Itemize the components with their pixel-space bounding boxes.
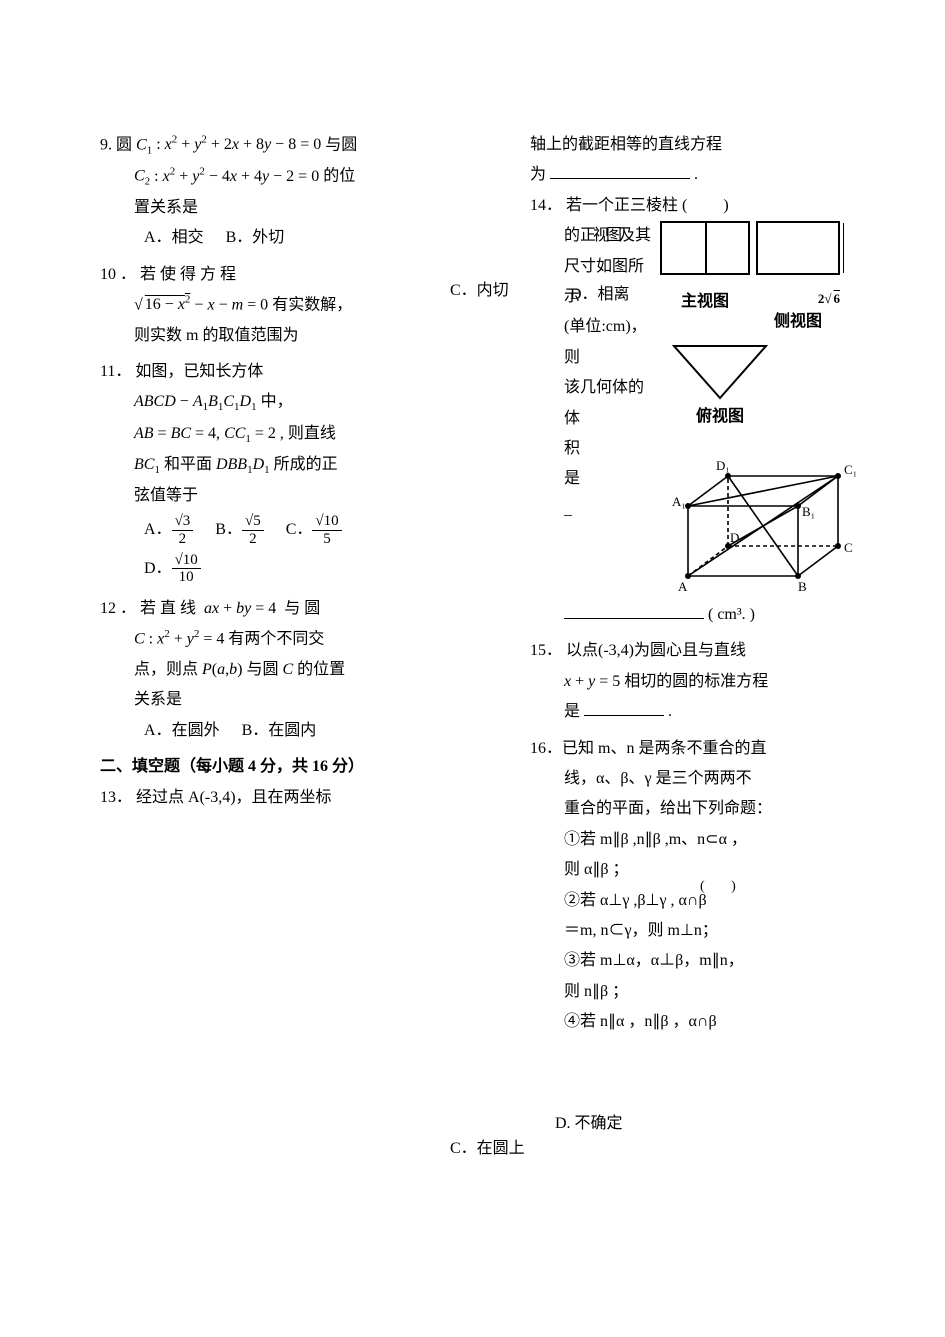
- q9-l1-post: 与圆: [325, 136, 357, 153]
- lbl-B1: B₁: [802, 504, 815, 519]
- lbl-C1: C₁: [844, 462, 857, 477]
- q11-opt-b: B．√52: [215, 511, 263, 549]
- q9-opt-a: A．相交: [144, 223, 204, 253]
- q11-line3: AB = BC = 4, CC1 = 2 , 则直线: [100, 419, 430, 450]
- lbl-B: B: [798, 579, 807, 594]
- q11-opt-a: A．√32: [144, 511, 193, 549]
- q13-num: 13．: [100, 789, 132, 806]
- q13-blank: [550, 164, 690, 179]
- q9-num: 9.: [100, 136, 112, 153]
- q12-line4: 关系是: [100, 685, 430, 715]
- q10-l2-post: 有实数解，: [272, 296, 352, 313]
- q13-cont-l1: 轴上的截距相等的直线方程: [530, 130, 870, 160]
- q9-opt-c: C．内切: [450, 276, 530, 306]
- q9-opt-b: B．外切: [226, 223, 285, 253]
- q15-l2: x + y = 5 相切的圆的标准方程: [530, 667, 870, 697]
- question-9: 9. 圆 C1 : x2 + y2 + 2x + 8y − 8 = 0 与圆 C…: [100, 130, 430, 254]
- q15-l3: 是 .: [530, 697, 870, 727]
- left-column: 9. 圆 C1 : x2 + y2 + 2x + 8y − 8 = 0 与圆 C…: [100, 130, 430, 1165]
- q14-blank-line: ( cm³. ): [530, 600, 870, 630]
- q12-line2: C : x2 + y2 = 4 有两个不同交: [100, 624, 430, 655]
- q9-options: A．相交 B．外切: [100, 223, 430, 253]
- q10-num: 10: [100, 266, 116, 283]
- lbl-D: D: [730, 530, 739, 545]
- q12-opt-b: B．在圆内: [242, 716, 317, 746]
- lbl-A1: A₁: [672, 494, 686, 509]
- lbl-D1: D₁: [716, 458, 730, 473]
- q11-line1: 11． 如图，已知长方体: [100, 357, 430, 387]
- q12-opt-a: A．在圆外: [144, 716, 220, 746]
- q10-line1: 10 ． 若 使 得 方 程: [100, 260, 430, 290]
- question-10: 10 ． 若 使 得 方 程 √16 − x2 − x − m = 0 有实数解…: [100, 260, 430, 352]
- q16-paren: ( ): [700, 874, 740, 901]
- q11-l1: 如图，已知长方体: [135, 363, 263, 380]
- q14-paren: ( ): [682, 197, 733, 214]
- cuboid-svg: A B C D A₁ B₁ C₁ D₁: [668, 436, 868, 596]
- q12-num: 12: [100, 600, 116, 617]
- q15-blank: [584, 701, 664, 716]
- question-15: 15． 以点(-3,4)为圆心且与直线 x + y = 5 相切的圆的标准方程 …: [530, 636, 870, 727]
- section-2-title: 二、填空题（每小题 4 分，共 16 分）: [100, 752, 430, 782]
- q10-line3: 则实数 m 的取值范围为: [100, 321, 430, 351]
- q10-l1: ． 若 使 得 方 程: [120, 266, 236, 283]
- lbl-A: A: [678, 579, 688, 594]
- q15-l1: 15． 以点(-3,4)为圆心且与直线: [530, 636, 870, 666]
- q14-blank: [564, 604, 704, 619]
- q9-opt-d: D．相离: [570, 280, 630, 310]
- q10-line2: √16 − x2 − x − m = 0 有实数解，: [100, 290, 430, 321]
- side-view: . 2√6 侧视图: [756, 221, 840, 337]
- mid-column: C．内切 C．在圆上: [450, 130, 530, 1165]
- question-14: 14． 若一个正三棱柱 ( ) 主视图: [530, 191, 870, 631]
- top-view-svg: [660, 338, 780, 408]
- question-16: 16．已知 m、n 是两条不重合的直 线，α、β、γ 是三个两两不 重合的平面，…: [530, 734, 870, 1038]
- q9-line2: C2 : x2 + y2 − 4x + 4y − 2 = 0 的位: [100, 161, 430, 192]
- lbl-C: C: [844, 540, 853, 555]
- q9-line3: 置关系是: [100, 193, 430, 223]
- main-view: 主视图: [660, 221, 750, 317]
- q9-l1-pre: 圆: [116, 136, 132, 153]
- q11-line4: BC1 和平面 DBB1D1 所成的正: [100, 450, 430, 481]
- q12-opt-c: C．在圆上: [450, 1134, 530, 1164]
- q11-num: 11．: [100, 363, 131, 380]
- q9-l2-post: 的位: [323, 168, 355, 185]
- q11-line5: 弦值等于: [100, 481, 430, 511]
- q14-line1: 14． 若一个正三棱柱 ( ): [530, 191, 870, 221]
- q12-line1: 12 ． 若 直 线 ax + by = 4 与 圆: [100, 594, 430, 624]
- q11-line2: ABCD − A1B1C1D1 中，: [100, 387, 430, 418]
- question-12: 12 ． 若 直 线 ax + by = 4 与 圆 C : x2 + y2 =…: [100, 594, 430, 746]
- q11-opt-c: C．√105: [286, 511, 342, 549]
- question-13: 13． 经过点 A(-3,4)，且在两坐标: [100, 783, 430, 813]
- question-11: 11． 如图，已知长方体 ABCD − A1B1C1D1 中， AB = BC …: [100, 357, 430, 588]
- q13-cont-l2: 为 .: [530, 160, 870, 190]
- q14-figures: 主视图 . 2√6 侧视图: [660, 221, 870, 600]
- q12-opt-d: D. 不确定: [555, 1109, 623, 1139]
- q11-opt-d: D．√1010: [144, 550, 201, 588]
- q9-line1: 9. 圆 C1 : x2 + y2 + 2x + 8y − 8 = 0 与圆: [100, 130, 430, 161]
- q12-options: A．在圆外 B．在圆内: [100, 716, 430, 746]
- q12-line3: 点，则点 P(a,b) 与圆 C 的位置: [100, 655, 430, 685]
- q11-options: A．√32 B．√52 C．√105 D．√1010: [100, 511, 430, 588]
